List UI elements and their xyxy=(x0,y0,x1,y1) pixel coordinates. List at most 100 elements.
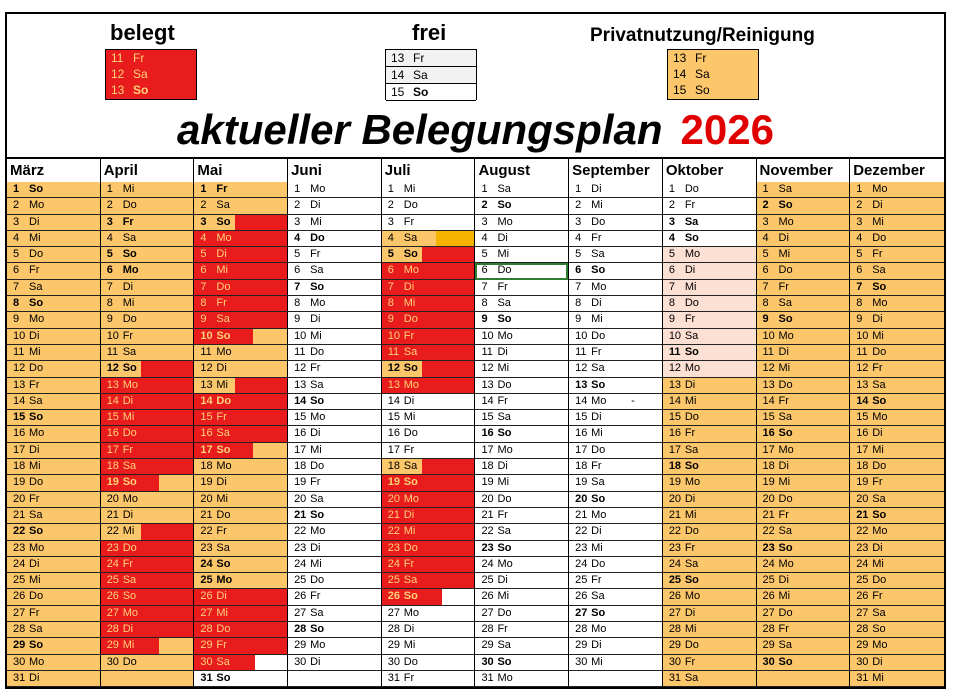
day-cell[interactable]: 4 So xyxy=(662,230,756,248)
day-cell[interactable]: 13 Sa xyxy=(850,377,944,394)
day-cell[interactable]: 12 Sa xyxy=(569,361,662,378)
day-cell[interactable]: 24 Mo xyxy=(475,556,569,574)
day-cell[interactable]: 27 Sa xyxy=(850,605,944,623)
day-cell[interactable]: 7 Fr xyxy=(756,279,850,297)
day-cell[interactable]: 17 Sa xyxy=(662,442,756,460)
day-cell[interactable]: 5 So xyxy=(381,247,475,264)
day-cell[interactable]: 16 Di xyxy=(288,426,381,443)
day-cell[interactable]: 13 Mo xyxy=(100,377,194,394)
day-cell[interactable]: 30 Mo xyxy=(7,654,100,671)
day-cell[interactable]: 8 Do xyxy=(662,296,756,313)
day-cell[interactable]: 2 So xyxy=(756,198,850,215)
day-cell[interactable]: 7 Di xyxy=(100,279,194,297)
day-cell[interactable]: 7 Sa xyxy=(7,279,100,297)
day-cell[interactable]: 21 Di xyxy=(100,507,194,525)
day-cell[interactable]: 15 Mo xyxy=(288,410,381,427)
day-cell[interactable]: 3 Fr xyxy=(381,214,475,231)
day-cell[interactable]: 22 Di xyxy=(569,524,662,541)
day-cell[interactable]: 4 Sa xyxy=(100,230,194,248)
day-cell[interactable]: 20 Di xyxy=(662,491,756,508)
day-cell[interactable]: 8 Fr xyxy=(194,296,288,313)
day-cell[interactable]: 19 So xyxy=(381,475,475,492)
day-cell[interactable]: 23 Di xyxy=(850,540,944,557)
day-cell[interactable]: 8 Mi xyxy=(381,296,475,313)
day-cell[interactable]: 17 Mi xyxy=(288,442,381,460)
day-cell[interactable]: 21 So xyxy=(288,507,381,525)
day-cell[interactable]: 25 Sa xyxy=(381,573,475,590)
day-cell[interactable]: 6 Do xyxy=(475,263,569,280)
day-cell[interactable]: 6 Fr xyxy=(7,263,100,280)
day-cell[interactable]: 4 Do xyxy=(288,230,381,248)
day-cell[interactable]: 29 Do xyxy=(662,638,756,655)
day-cell[interactable]: 31 Di xyxy=(7,670,100,687)
day-cell[interactable]: 19 Mo xyxy=(662,475,756,492)
day-cell[interactable]: 30 So xyxy=(475,654,569,671)
day-cell[interactable]: 2 Sa xyxy=(194,198,288,215)
day-cell[interactable]: 14 Do xyxy=(194,393,288,411)
day-cell[interactable]: 8 Mi xyxy=(100,296,194,313)
day-cell[interactable]: 28 Sa xyxy=(7,622,100,639)
day-cell[interactable]: 6 Di xyxy=(662,263,756,280)
day-cell[interactable]: 2 Do xyxy=(381,198,475,215)
day-cell[interactable]: 9 So xyxy=(475,312,569,329)
day-cell[interactable]: 15 Do xyxy=(662,410,756,427)
day-cell[interactable]: 3 So xyxy=(194,214,288,231)
day-cell[interactable]: 21 Fr xyxy=(756,507,850,525)
day-cell[interactable]: 29 Sa xyxy=(475,638,569,655)
day-cell[interactable]: 15 Mi xyxy=(100,410,194,427)
day-cell[interactable]: 21 Fr xyxy=(475,507,569,525)
day-cell[interactable]: 26 Di xyxy=(194,589,288,606)
day-cell[interactable]: 17 Mo xyxy=(756,442,850,460)
day-cell[interactable]: 8 Sa xyxy=(756,296,850,313)
day-cell[interactable] xyxy=(100,670,194,687)
day-cell[interactable]: 1 So xyxy=(7,182,100,199)
day-cell[interactable]: 29 Fr xyxy=(194,638,288,655)
day-cell[interactable]: 6 Do xyxy=(756,263,850,280)
day-cell[interactable]: 25 Sa xyxy=(100,573,194,590)
day-cell[interactable]: 13 Mi xyxy=(194,377,288,394)
day-cell[interactable]: 10 Fr xyxy=(100,328,194,345)
day-cell[interactable]: 7 So xyxy=(850,279,944,297)
day-cell[interactable]: 9 Do xyxy=(381,312,475,329)
day-cell[interactable]: 22 Mo xyxy=(850,524,944,541)
day-cell[interactable]: 20 So xyxy=(569,491,662,508)
day-cell[interactable]: 24 Fr xyxy=(381,556,475,574)
day-cell[interactable]: 15 Fr xyxy=(194,410,288,427)
day-cell[interactable]: 9 Mo xyxy=(7,312,100,329)
day-cell[interactable]: 18 Mi xyxy=(7,459,100,476)
day-cell[interactable]: 4 Fr xyxy=(569,230,662,248)
day-cell[interactable]: 17 Fr xyxy=(381,442,475,460)
day-cell[interactable]: 18 Sa xyxy=(100,459,194,476)
day-cell[interactable]: 22 Sa xyxy=(475,524,569,541)
day-cell[interactable]: 15 Sa xyxy=(475,410,569,427)
day-cell[interactable]: 14 Mo - xyxy=(569,393,662,411)
day-cell[interactable]: 10 Mo xyxy=(475,328,569,345)
day-cell[interactable]: 22 Mi xyxy=(381,524,475,541)
day-cell[interactable]: 21 Do xyxy=(194,507,288,525)
day-cell[interactable]: 29 So xyxy=(7,638,100,655)
day-cell[interactable]: 5 Mo xyxy=(662,247,756,264)
day-cell[interactable]: 12 Do xyxy=(7,361,100,378)
day-cell[interactable]: 30 Sa xyxy=(194,654,288,671)
day-cell[interactable]: 13 Mo xyxy=(381,377,475,394)
day-cell[interactable]: 16 Di xyxy=(850,426,944,443)
day-cell[interactable]: 10 Do xyxy=(569,328,662,345)
day-cell[interactable]: 12 Fr xyxy=(850,361,944,378)
day-cell[interactable]: 14 So xyxy=(288,393,381,411)
day-cell[interactable]: 10 Fr xyxy=(381,328,475,345)
day-cell[interactable]: 22 Do xyxy=(662,524,756,541)
day-cell[interactable]: 31 Fr xyxy=(381,670,475,687)
day-cell[interactable] xyxy=(569,670,662,687)
day-cell[interactable]: 28 Fr xyxy=(475,622,569,639)
day-cell[interactable]: 11 Sa xyxy=(381,344,475,362)
day-cell[interactable]: 11 So xyxy=(662,344,756,362)
day-cell[interactable]: 11 Mi xyxy=(7,344,100,362)
day-cell[interactable]: 5 Mi xyxy=(475,247,569,264)
day-cell[interactable]: 8 Mo xyxy=(288,296,381,313)
day-cell[interactable]: 6 Sa xyxy=(850,263,944,280)
day-cell[interactable] xyxy=(756,670,850,687)
day-cell[interactable]: 18 Do xyxy=(288,459,381,476)
day-cell[interactable]: 17 Do xyxy=(569,442,662,460)
day-cell[interactable]: 23 Do xyxy=(100,540,194,557)
day-cell[interactable]: 16 So xyxy=(475,426,569,443)
